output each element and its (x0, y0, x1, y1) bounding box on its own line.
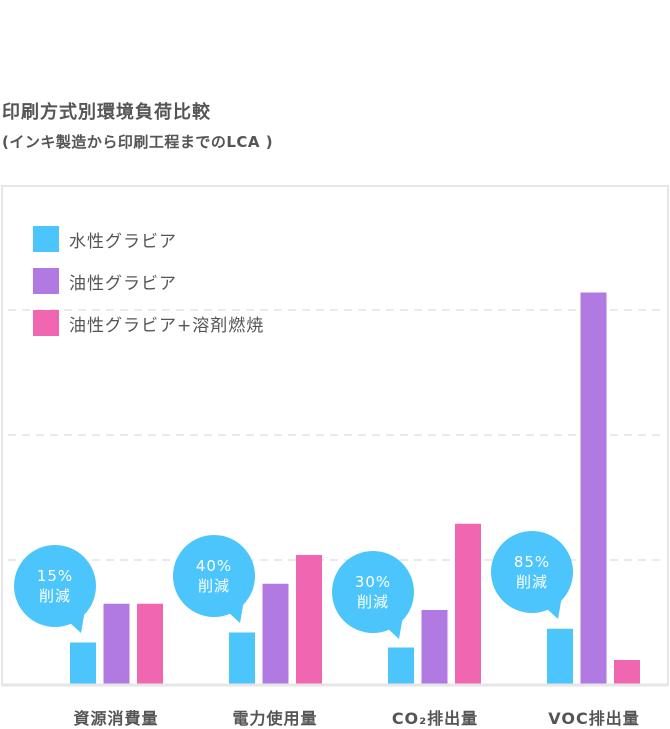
bar-0-0 (70, 642, 96, 685)
x-tick-label: 電力使用量 (232, 709, 318, 728)
bar-3-2 (614, 660, 640, 685)
legend-item: 油性グラビア (33, 260, 264, 302)
bar-3-0 (547, 628, 573, 685)
x-tick-label: VOC排出量 (548, 709, 640, 728)
bar-0-2 (137, 603, 163, 685)
legend-label: 油性グラビア (69, 273, 177, 294)
reduction-annotation: 15% 削減 (36, 567, 74, 605)
legend-item: 水性グラビア (33, 218, 264, 260)
bar-2-0 (388, 647, 414, 685)
legend-swatch (33, 310, 59, 336)
legend-swatch (33, 226, 59, 252)
reduction-annotation: 85% 削減 (513, 553, 551, 591)
bubble (491, 531, 573, 613)
bar-1-2 (296, 555, 322, 685)
legend-label: 油性グラビア+溶剤燃焼 (69, 315, 265, 336)
reduction-annotation: 30% 削減 (354, 573, 392, 611)
legend-item: 油性グラビア+溶剤燃焼 (33, 302, 264, 344)
bar-2-1 (421, 610, 448, 685)
bubble (173, 535, 255, 617)
x-tick-label: CO₂排出量 (391, 709, 479, 728)
bar-1-1 (262, 583, 289, 685)
bubble (332, 551, 414, 633)
bar-0-1 (103, 603, 130, 685)
chart-subtitle: (インキ製造から印刷工程までのLCA ) (2, 133, 274, 151)
legend-swatch (33, 268, 59, 294)
legend-label: 水性グラビア (69, 231, 177, 252)
bar-3-1 (580, 292, 607, 685)
bubble (14, 545, 96, 627)
chart-title: 印刷方式別環境負荷比較 (2, 102, 211, 123)
legend: 水性グラビア 油性グラビア 油性グラビア+溶剤燃焼 (33, 218, 264, 344)
bar-1-0 (229, 632, 255, 685)
bar-2-2 (455, 523, 481, 685)
reduction-annotation: 40% 削減 (195, 557, 233, 595)
x-tick-label: 資源消費量 (73, 709, 159, 728)
